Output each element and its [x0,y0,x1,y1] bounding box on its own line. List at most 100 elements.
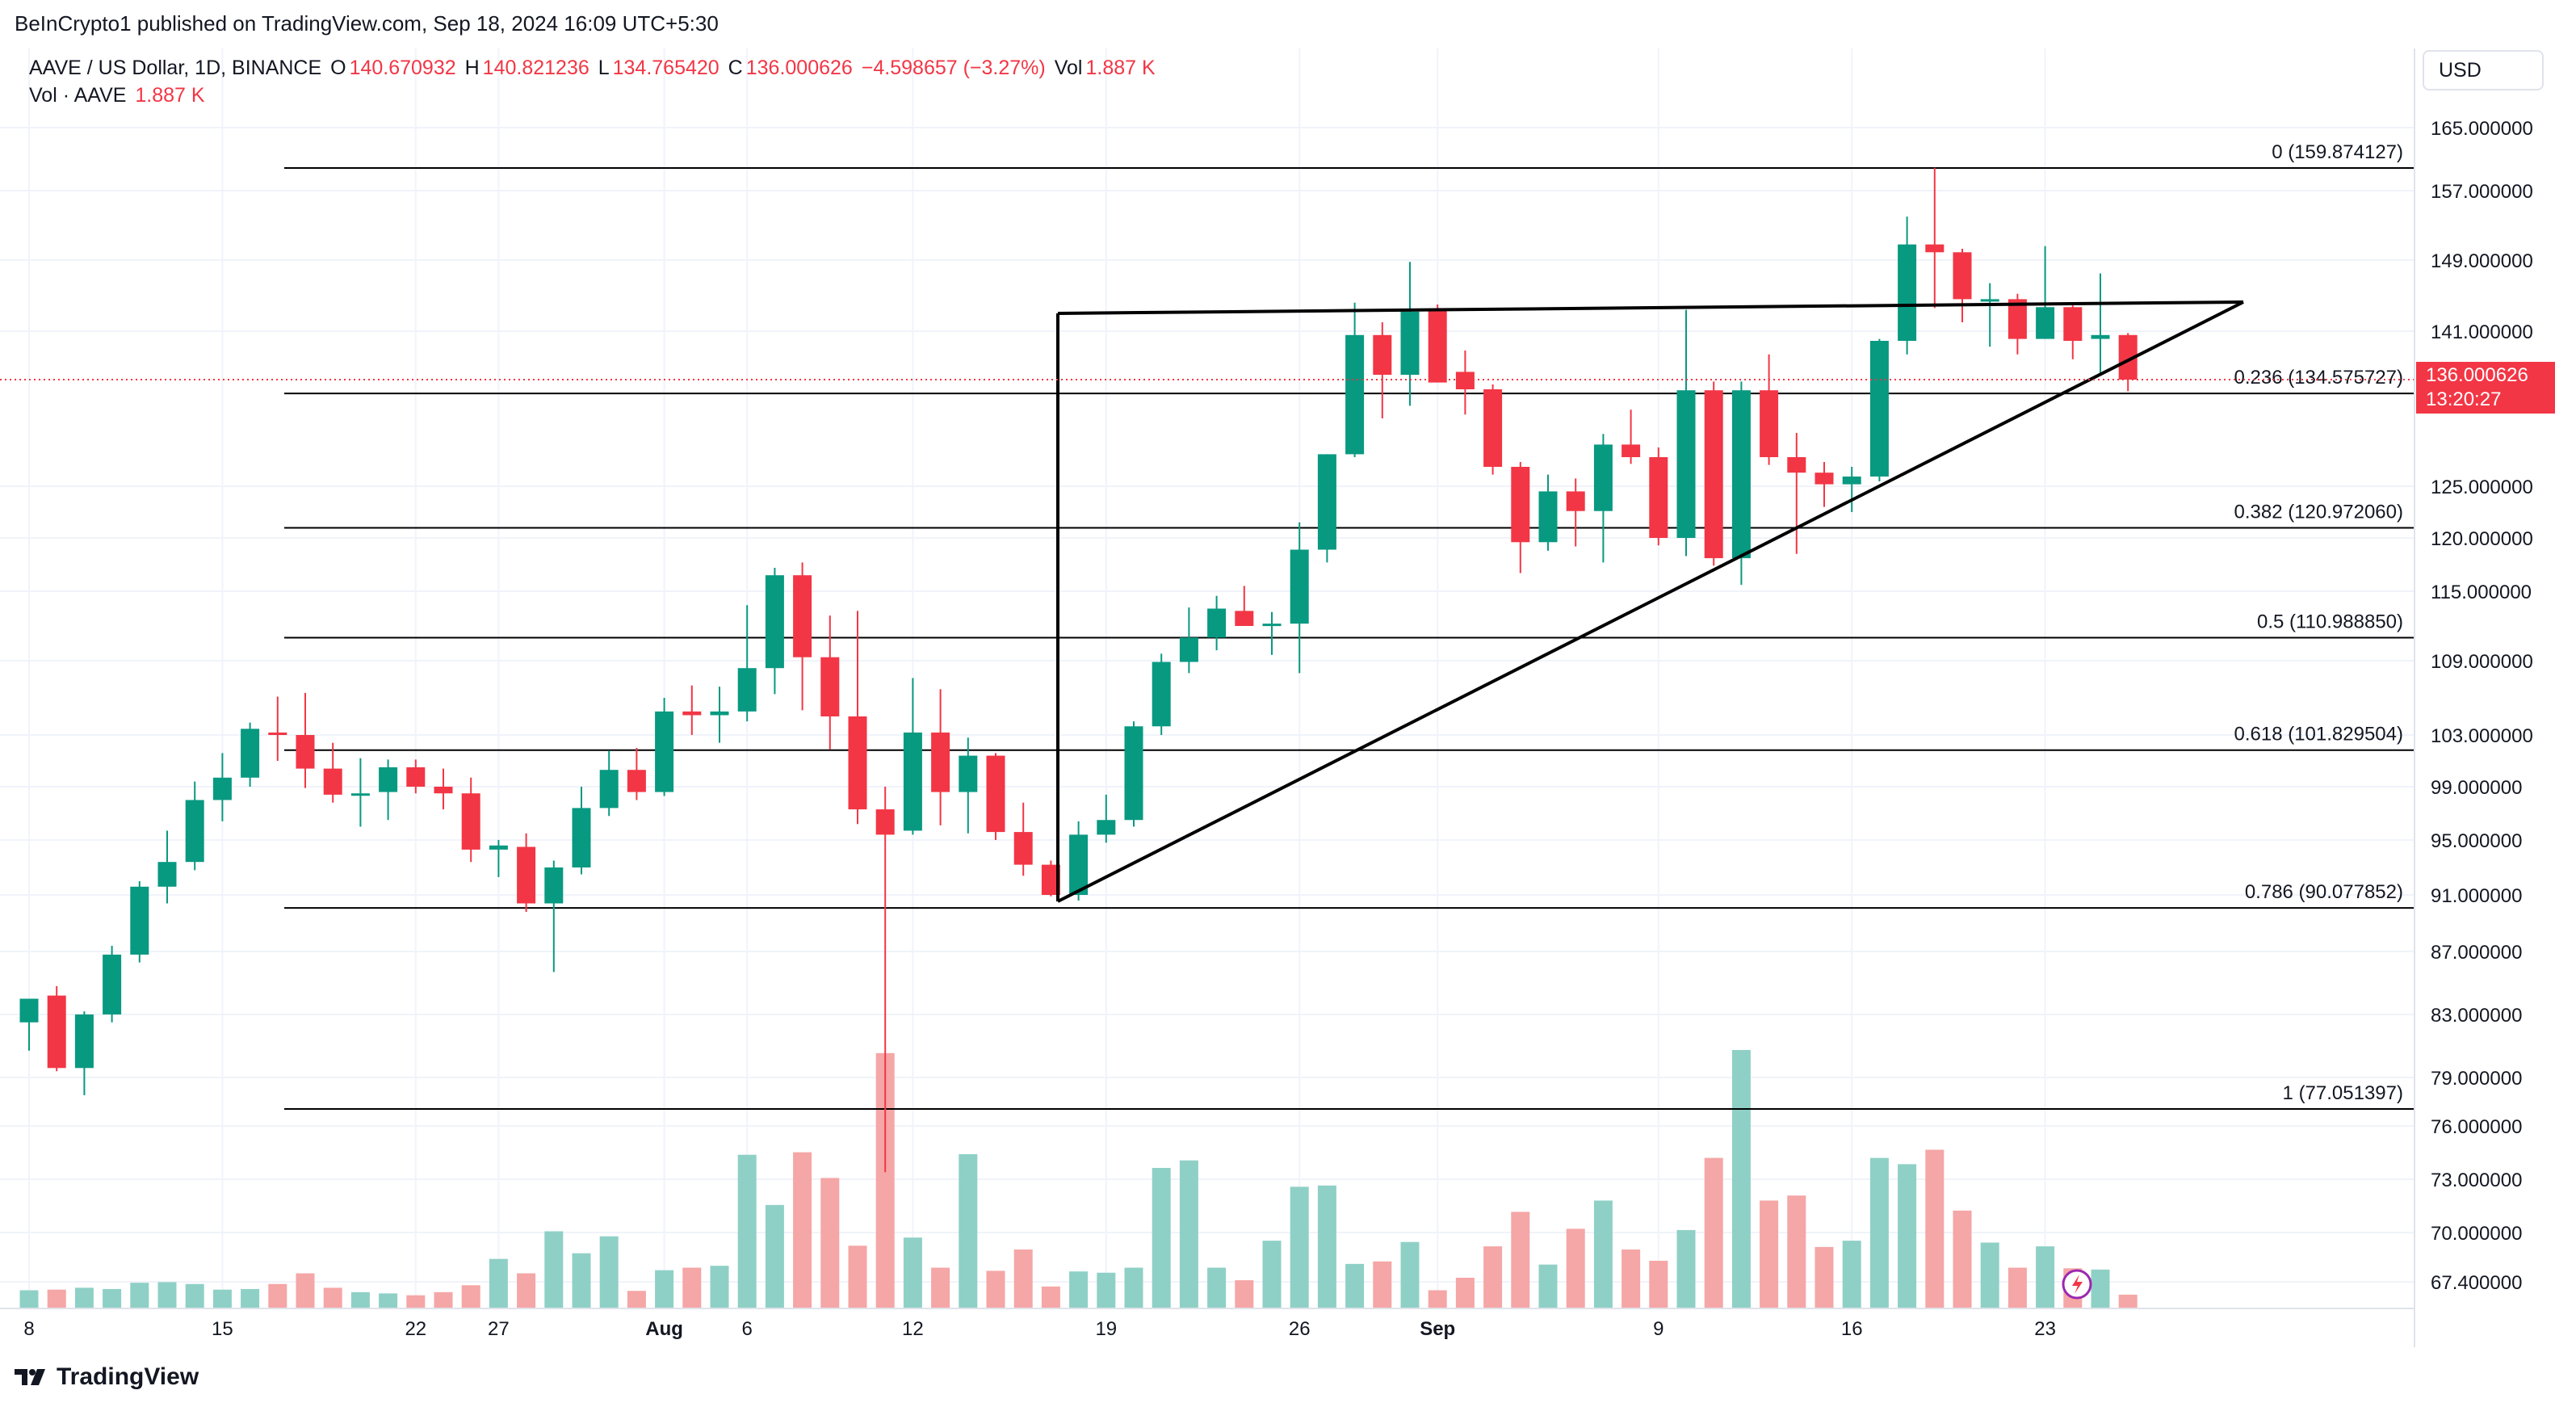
candle-body [379,767,398,792]
candle-body [765,575,784,669]
volume-bar [296,1273,315,1308]
fib-level-label: 0.786 (90.077852) [2245,881,2403,903]
candle-body [820,657,840,716]
candle-body [489,845,508,850]
candle-body [599,770,619,808]
lower-trendline [1057,300,2244,903]
volume-bar [986,1270,1005,1308]
candle-body [1925,244,1945,253]
candle-body [157,862,177,887]
candle-body [1400,311,1420,375]
y-tick-label: 70.000000 [2431,1223,2522,1245]
volume-bar [1041,1286,1060,1308]
y-tick-label: 109.000000 [2431,651,2533,673]
fib-level-label: 0.236 (134.575727) [2234,367,2403,388]
candle-body [1538,491,1558,543]
candle-body [323,768,342,795]
volume-bar [1787,1195,1806,1308]
candle-body [1124,726,1143,821]
lightning-icon[interactable] [2062,1269,2092,1300]
y-tick-label: 76.000000 [2431,1116,2522,1138]
volume-bar [1953,1210,1972,1308]
volume-bar [130,1283,149,1308]
candle-body [1511,467,1530,543]
candle-body [903,732,922,831]
volume-bar [379,1293,398,1308]
volume-bars [19,1050,2138,1308]
x-tick-label: 22 [405,1318,426,1340]
time-axis: 8 15 22 27 Aug 6 12 19 26 Sep 9 16 23 [23,1318,2056,1340]
change-value: −4.598657 (−3.27%) [861,57,1046,79]
volume-bar [599,1236,619,1308]
x-tick-label: 26 [1289,1318,1311,1340]
tradingview-logo[interactable]: TradingView [15,1363,199,1391]
x-tick-label: 9 [1653,1318,1663,1340]
x-tick-label: 19 [1095,1318,1117,1340]
volume-bar [1980,1242,1999,1308]
y-tick-label: 95.000000 [2431,830,2522,852]
candle-body [986,755,1005,833]
candle-body [406,767,426,787]
volume-bar [2091,1269,2110,1308]
candle-body [1235,611,1254,626]
candle-body [1980,299,1999,302]
trendlines [1056,300,2244,903]
chart-grid [0,48,2414,1308]
volume-bar [517,1273,536,1308]
y-tick-label: 120.000000 [2431,528,2533,550]
symbol-title[interactable]: AAVE / US Dollar, 1D, BINANCE [29,57,322,79]
candle-body [1207,608,1227,638]
high-label: H [464,57,480,79]
candle-body [1179,637,1198,662]
x-tick-label: 23 [2034,1318,2056,1340]
volume-bar [959,1153,978,1308]
vol-series-label[interactable]: Vol · AAVE [29,84,127,107]
volume-bar [903,1237,922,1308]
volume-bar [682,1267,702,1308]
volume-bar [1622,1249,1641,1308]
candle-body [1842,477,1861,485]
volume-bar [323,1287,342,1308]
y-tick-label: 91.000000 [2431,885,2522,907]
candle-body [875,809,895,835]
volume-bar [1290,1186,1309,1308]
volume-bar [241,1288,260,1308]
candle-body [2036,307,2055,339]
upper-trendline [1057,300,2244,315]
candle-body [1676,390,1696,538]
last-price-tag: 136.000626 13:20:27 [2416,362,2555,414]
x-tick-label: 27 [488,1318,510,1340]
volume-bar [2118,1294,2138,1308]
candle-body [1898,244,1917,341]
x-tick-label: 16 [1841,1318,1863,1340]
candle-body [1483,389,1503,467]
volume-bar [1179,1160,1198,1308]
volume-bar [1593,1200,1613,1308]
volume-bar [655,1270,674,1308]
volume-bar [1731,1050,1751,1308]
open-value: 140.670932 [349,57,456,79]
candle-body [212,777,232,800]
volume-bar [103,1288,122,1308]
y-tick-label: 125.000000 [2431,477,2533,498]
candle-body [1013,832,1033,865]
volume-bar [489,1258,508,1308]
candle-body [931,732,950,792]
volume-bar [848,1245,867,1308]
y-tick-label: 67.400000 [2431,1272,2522,1294]
x-tick-label: 6 [742,1318,753,1340]
volume-bar [1566,1228,1585,1308]
y-tick-label: 79.000000 [2431,1068,2522,1090]
candle-body [1041,864,1060,895]
volume-bar [765,1204,784,1308]
fib-level-label: 0.618 (101.829504) [2234,724,2403,746]
publish-info: BeInCrypto1 published on TradingView.com… [15,11,719,36]
fib-level-label: 0.382 (120.972060) [2234,502,2403,523]
candle-body [627,770,646,792]
currency-button[interactable]: USD [2423,50,2544,90]
y-tick-label: 157.000000 [2431,181,2533,203]
candle-body [1455,372,1475,389]
candle-body [1622,444,1641,457]
candle-body [1345,334,1365,455]
